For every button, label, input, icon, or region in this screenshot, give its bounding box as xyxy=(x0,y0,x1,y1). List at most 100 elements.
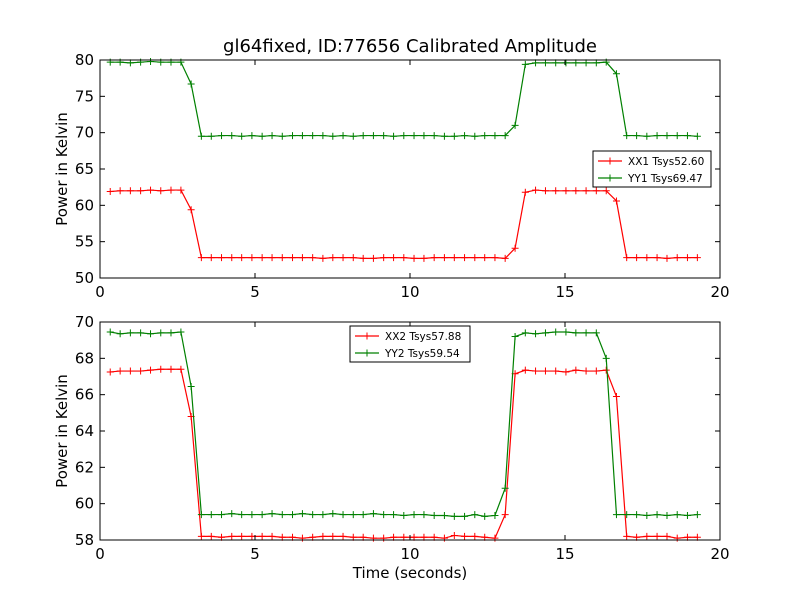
data-point xyxy=(440,254,448,262)
data-point xyxy=(390,254,398,262)
data-point xyxy=(319,532,327,540)
data-point xyxy=(420,254,428,262)
data-point xyxy=(268,254,276,262)
data-point xyxy=(126,59,134,67)
data-point xyxy=(359,511,367,519)
data-point xyxy=(116,330,124,338)
data-point xyxy=(167,186,175,194)
data-point xyxy=(137,187,145,195)
data-point xyxy=(238,511,246,519)
data-point xyxy=(532,59,540,67)
data-point xyxy=(106,368,114,376)
data-point xyxy=(410,511,418,519)
data-point xyxy=(197,511,205,519)
data-point xyxy=(238,532,246,540)
data-point xyxy=(339,511,347,519)
data-point xyxy=(643,254,651,262)
data-point xyxy=(532,330,540,338)
data-point xyxy=(258,511,266,519)
data-point xyxy=(552,367,560,375)
data-point xyxy=(612,392,620,400)
data-point xyxy=(228,510,236,518)
legend-box xyxy=(592,150,712,188)
data-point xyxy=(491,511,499,519)
data-point xyxy=(147,57,155,65)
data-point xyxy=(289,254,297,262)
data-point xyxy=(673,254,681,262)
data-point xyxy=(693,132,701,140)
data-point xyxy=(187,80,195,88)
y-tick-label: 55 xyxy=(75,233,94,251)
data-point xyxy=(380,132,388,140)
data-point xyxy=(278,132,286,140)
data-point xyxy=(298,132,306,140)
x-tick-label: 0 xyxy=(95,283,105,301)
y-tick-label: 50 xyxy=(75,269,94,287)
x-tick-label: 15 xyxy=(555,283,574,301)
data-point xyxy=(349,511,357,519)
data-point xyxy=(693,511,701,519)
data-point xyxy=(126,367,134,375)
data-point xyxy=(633,511,641,519)
data-point xyxy=(501,132,509,140)
data-point xyxy=(643,532,651,540)
data-point xyxy=(612,511,620,519)
data-point xyxy=(207,132,215,140)
data-point xyxy=(461,512,469,520)
data-point xyxy=(592,59,600,67)
data-point xyxy=(268,132,276,140)
data-point xyxy=(390,511,398,519)
subplot-2: 0 5 10 15 20 58 60 62 64 66 68 70 Power in Kelvin Tim… xyxy=(53,313,730,582)
x-tick-label: 10 xyxy=(400,283,419,301)
data-point xyxy=(228,254,236,262)
y-tick-label: 64 xyxy=(75,422,94,440)
data-point xyxy=(532,186,540,194)
data-point xyxy=(137,367,145,375)
data-point xyxy=(380,534,388,542)
data-point xyxy=(450,531,458,539)
legend-label: YY1 Tsys69.47 xyxy=(627,173,703,185)
data-point xyxy=(623,511,631,519)
data-point xyxy=(440,534,448,542)
data-point xyxy=(521,366,529,374)
data-point xyxy=(177,328,185,336)
data-point xyxy=(653,511,661,519)
data-point xyxy=(471,132,479,140)
data-point xyxy=(420,511,428,519)
legend-marker xyxy=(363,332,371,340)
data-point xyxy=(137,329,145,337)
data-point xyxy=(450,132,458,140)
y-tick-label: 70 xyxy=(75,124,94,142)
data-point xyxy=(501,254,509,262)
x-axis-label: Time (seconds) xyxy=(352,564,468,582)
data-point xyxy=(147,186,155,194)
data-point xyxy=(683,132,691,140)
data-point xyxy=(541,59,549,67)
data-point xyxy=(319,132,327,140)
data-point xyxy=(187,206,195,214)
y-tick-label: 62 xyxy=(75,458,94,476)
data-point xyxy=(582,59,590,67)
data-point xyxy=(602,354,610,362)
data-point xyxy=(643,132,651,140)
data-point xyxy=(298,534,306,542)
data-point xyxy=(633,254,641,262)
y-tick-label: 68 xyxy=(75,349,94,367)
data-point xyxy=(278,511,286,519)
data-point xyxy=(582,367,590,375)
y-tick-label: 80 xyxy=(75,51,94,69)
data-point xyxy=(309,511,317,519)
y-tick-label: 60 xyxy=(75,196,94,214)
data-point xyxy=(177,186,185,194)
data-point xyxy=(400,132,408,140)
data-point xyxy=(461,254,469,262)
data-point xyxy=(258,532,266,540)
data-point xyxy=(501,511,509,519)
y-tick-label: 60 xyxy=(75,495,94,513)
data-point xyxy=(248,254,256,262)
data-point xyxy=(268,532,276,540)
data-point xyxy=(197,532,205,540)
data-point xyxy=(329,254,337,262)
x-tick-label: 20 xyxy=(710,283,729,301)
data-point xyxy=(582,187,590,195)
